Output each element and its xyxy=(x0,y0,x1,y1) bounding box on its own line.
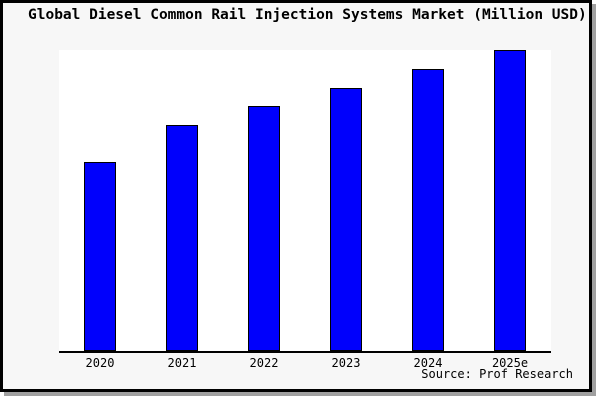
x-tick-label-2023: 2023 xyxy=(331,356,361,370)
bar-slot-2022 xyxy=(223,50,305,351)
bars-container xyxy=(59,50,551,351)
bar-slot-2021 xyxy=(141,50,223,351)
chart-title: Global Diesel Common Rail Injection Syst… xyxy=(28,7,587,23)
x-tick-label-2020: 2020 xyxy=(85,356,115,370)
bar-2022 xyxy=(248,106,280,351)
bar-slot-2024 xyxy=(387,50,469,351)
bar-2023 xyxy=(330,87,362,351)
x-tick-label-2021: 2021 xyxy=(167,356,197,370)
bar-slot-2023 xyxy=(305,50,387,351)
x-tick-label-2025e: 2025e xyxy=(491,356,529,370)
bar-2021 xyxy=(166,124,198,351)
bar-2024 xyxy=(412,69,444,351)
bar-2020 xyxy=(84,162,116,351)
plot-area xyxy=(59,50,551,353)
x-axis-labels: 2020 2021 2022 2023 2024 2025e xyxy=(59,356,551,370)
bar-slot-2025e xyxy=(469,50,551,351)
bar-slot-2020 xyxy=(59,50,141,351)
bar-2025e xyxy=(494,50,526,351)
x-tick-label-2022: 2022 xyxy=(249,356,279,370)
x-tick-label-2024: 2024 xyxy=(413,356,443,370)
source-caption: Source: Prof Research xyxy=(421,367,573,381)
